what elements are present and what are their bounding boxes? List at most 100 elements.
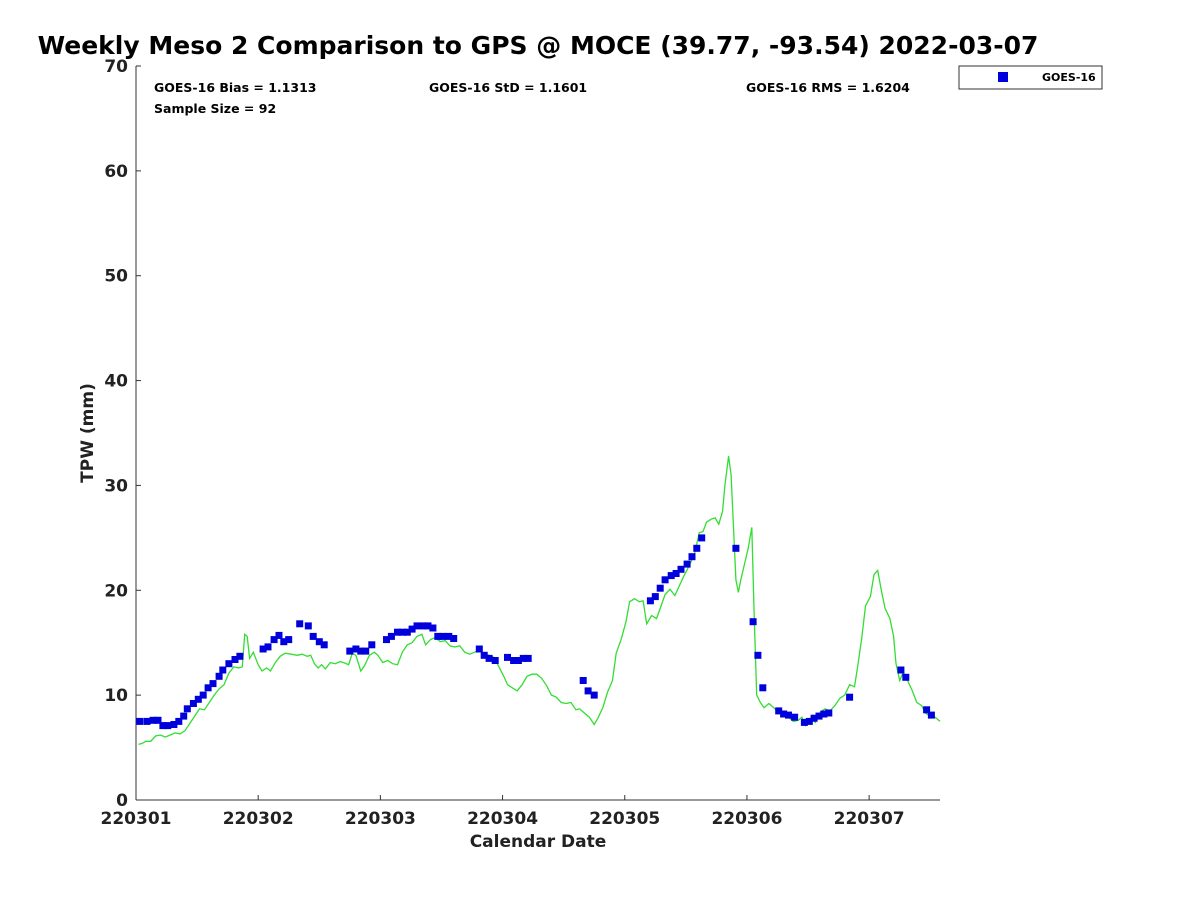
goes16-point: [445, 632, 453, 640]
x-tick-label: 220301: [101, 809, 172, 829]
goes16-point: [159, 722, 167, 730]
goes16-point: [590, 691, 598, 699]
legend-marker-goes16: [998, 72, 1008, 82]
goes16-point: [475, 645, 483, 653]
goes16-point: [800, 718, 808, 726]
y-tick-label: 20: [104, 581, 128, 601]
goes16-point: [524, 654, 532, 662]
goes16-point: [450, 635, 458, 642]
y-tick-label: 0: [116, 791, 128, 811]
goes16-point: [514, 657, 522, 664]
goes16-point: [651, 593, 659, 601]
goes16-point: [264, 643, 272, 651]
x-tick-label: 220302: [223, 809, 294, 829]
goes16-point: [434, 632, 442, 640]
goes16-point: [403, 628, 411, 636]
y-tick-label: 50: [104, 267, 128, 287]
goes16-point: [698, 534, 706, 542]
goes16-point: [387, 632, 395, 640]
y-tick-label: 40: [104, 372, 128, 392]
goes16-point: [683, 560, 691, 568]
goes16-point: [846, 693, 854, 701]
goes16-point: [175, 717, 183, 725]
x-tick-label: 220307: [834, 809, 905, 829]
goes16-point: [815, 712, 823, 720]
goes16-point: [408, 625, 416, 633]
y-tick-label: 60: [104, 162, 128, 182]
goes16-point: [383, 636, 390, 644]
goes16-point: [315, 638, 323, 646]
goes16-point: [136, 717, 144, 725]
legend-label-goes16: GOES-16: [1042, 71, 1096, 84]
std-stat: GOES-16 StD = 1.1601: [429, 80, 587, 95]
y-tick-label: 70: [104, 57, 128, 77]
bias-stat: GOES-16 Bias = 1.1313: [154, 80, 316, 95]
goes16-point: [194, 695, 202, 703]
goes16-point: [667, 572, 675, 580]
y-ticks: 0 10 20 30 40 50 60 70: [104, 57, 141, 811]
x-tick-label: 220305: [589, 809, 660, 829]
goes16-point: [231, 656, 239, 663]
goes16-point: [902, 673, 910, 681]
goes16-point: [661, 576, 669, 584]
goes16-point: [285, 636, 293, 644]
gps-line: [138, 456, 941, 746]
goes16-point: [170, 721, 178, 728]
goes16-point: [579, 677, 587, 684]
goes16-point: [775, 707, 783, 715]
goes16-point: [362, 647, 370, 655]
goes16-point: [225, 660, 233, 668]
goes16-point: [519, 654, 527, 662]
x-tick-label: 220306: [711, 809, 782, 829]
goes16-point: [656, 584, 664, 592]
goes16-point: [304, 622, 312, 630]
goes16-point: [149, 716, 157, 724]
goes16-point: [368, 641, 376, 649]
rms-stat: GOES-16 RMS = 1.6204: [746, 80, 910, 95]
y-tick-label: 10: [104, 686, 128, 706]
goes16-point: [199, 691, 207, 699]
goes16-point: [296, 620, 304, 628]
goes16-point: [270, 636, 278, 644]
goes16-point: [791, 713, 799, 721]
goes16-point: [183, 705, 191, 713]
goes16-point: [357, 647, 365, 655]
goes16-point: [259, 645, 267, 653]
goes16-point: [754, 651, 762, 659]
chart-title: Weekly Meso 2 Comparison to GPS @ MOCE (…: [38, 31, 1039, 60]
goes16-point: [485, 654, 493, 662]
goes16-point: [646, 597, 654, 605]
goes16-point: [215, 672, 223, 680]
goes16-point: [398, 628, 406, 636]
goes16-point: [439, 632, 447, 640]
goes16-point: [480, 651, 488, 659]
goes16-point: [825, 709, 833, 717]
goes16-point: [927, 711, 935, 719]
goes16-point: [309, 632, 317, 640]
x-ticks: 220301 220302 220303 220304 220305 220306 2203…: [101, 795, 905, 829]
goes16-point: [352, 645, 360, 653]
goes16-point: [491, 657, 499, 664]
goes16-point: [688, 553, 696, 561]
goes16-point: [143, 717, 151, 725]
gps-series: [138, 456, 941, 746]
goes16-point: [732, 544, 740, 552]
goes16-point: [584, 687, 592, 695]
goes16-point: [189, 700, 197, 707]
goes16-point: [154, 716, 162, 724]
goes16-point: [923, 706, 931, 714]
goes16-point: [204, 684, 212, 692]
legend: GOES-16: [958, 65, 1103, 90]
goes16-point: [749, 618, 757, 626]
goes16-point: [759, 684, 767, 692]
goes16-point: [510, 657, 518, 664]
goes16-point: [429, 624, 437, 632]
x-axis-label: Calendar Date: [470, 832, 607, 852]
x-tick-label: 220303: [345, 809, 416, 829]
y-tick-label: 30: [104, 476, 128, 496]
goes16-point: [346, 647, 354, 655]
goes16-point: [280, 638, 288, 646]
goes16-point: [209, 680, 217, 688]
x-tick-label: 220304: [467, 809, 538, 829]
